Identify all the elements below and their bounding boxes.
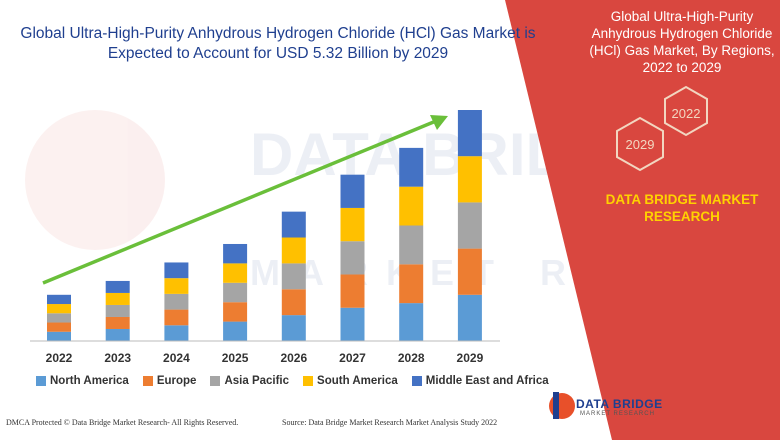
bar-segment-2025-middle-east-and-africa — [223, 243, 248, 264]
watermark-logo-circle — [25, 110, 165, 250]
legend-label: Middle East and Africa — [425, 375, 549, 387]
legend-swatch — [142, 376, 153, 386]
bar-segment-2022-middle-east-and-africa — [47, 294, 71, 305]
bar-segment-2026-north-america — [281, 315, 306, 341]
bar-segment-2028-europe — [399, 264, 424, 304]
bar-segment-2024-asia-pacific — [164, 293, 189, 310]
bar-segment-2029-asia-pacific — [457, 202, 482, 249]
bar-segment-2026-middle-east-and-africa — [281, 211, 306, 238]
trend-arrow-head — [430, 115, 448, 130]
chart-legend: North America Europe Asia Pacific South Ame… — [36, 375, 549, 387]
bar-segment-2027-middle-east-and-africa — [340, 174, 365, 208]
footer-copyright: DMCA Protected © Data Bridge Market Rese… — [6, 418, 239, 427]
bar-segment-2022-north-america — [47, 331, 71, 341]
hex-badge-2029 — [616, 116, 664, 172]
bar-segment-2025-asia-pacific — [223, 282, 248, 303]
bar-segment-2029-middle-east-and-africa — [457, 110, 482, 157]
bar-segment-2026-europe — [281, 289, 306, 316]
bar-segment-2025-north-america — [223, 321, 248, 341]
x-tick-label-2028: 2028 — [398, 351, 425, 365]
bar-segment-2029-south-america — [457, 156, 482, 203]
legend-swatch — [36, 376, 46, 386]
logo-circle — [549, 393, 575, 419]
bar-segment-2024-north-america — [164, 325, 189, 341]
x-tick-label-2026: 2026 — [280, 351, 307, 365]
bar-segment-2024-middle-east-and-africa — [164, 262, 189, 279]
bar-segment-2028-asia-pacific — [399, 225, 424, 265]
x-tick-label-2025: 2025 — [222, 351, 249, 365]
bar-segment-2027-north-america — [340, 307, 365, 341]
bar-segment-2027-asia-pacific — [340, 241, 365, 275]
logo-bar — [553, 392, 559, 419]
bar-segment-2027-south-america — [340, 207, 365, 242]
bar-segment-2022-south-america — [47, 304, 71, 314]
x-tick-label-2029: 2029 — [457, 351, 484, 365]
bar-segment-2024-europe — [164, 309, 189, 326]
legend-item-middle-east-and-africa: Middle East and Africa — [411, 375, 549, 387]
legend-swatch — [411, 376, 422, 386]
bar-segment-2023-middle-east-and-africa — [105, 280, 130, 293]
hex-badge-2022 — [664, 85, 708, 137]
hex-badge-2029-label: 2029 — [626, 137, 655, 152]
right-red-panel — [505, 0, 780, 440]
x-tick-label-2022: 2022 — [46, 351, 73, 365]
x-tick-label-2027: 2027 — [339, 351, 366, 365]
trend-arrow-line — [42, 119, 437, 285]
legend-label: Asia Pacific — [224, 375, 290, 387]
bar-segment-2024-south-america — [164, 278, 189, 294]
bar-segment-2026-south-america — [281, 237, 306, 264]
bar-segment-2029-north-america — [457, 294, 482, 341]
bar-segment-2025-europe — [223, 302, 248, 322]
bar-segment-2025-south-america — [223, 263, 248, 283]
bar-segment-2029-europe — [457, 248, 482, 295]
bar-segment-2028-middle-east-and-africa — [399, 147, 424, 187]
brand-text: DATA BRIDGE MARKET RESEARCH — [605, 192, 759, 224]
legend-item-north-america: North America — [36, 375, 129, 387]
x-tick-label-2023: 2023 — [104, 351, 131, 365]
bar-segment-2028-south-america — [399, 186, 424, 226]
bar-segment-2022-europe — [47, 322, 71, 332]
legend-swatch — [210, 376, 221, 386]
logo-name: DATA BRIDGE — [576, 397, 663, 411]
legend-label: Europe — [156, 375, 197, 387]
legend-label: North America — [50, 375, 129, 387]
logo-tagline: MARKET RESEARCH — [580, 411, 655, 417]
bar-segment-2028-north-america — [399, 303, 424, 341]
bar-segment-2023-south-america — [105, 292, 130, 305]
stacked-bar-chart: 2022 2023 2024 2025 2026 2027 2028 2029 — [30, 110, 500, 365]
legend-item-south-america: South America — [303, 375, 398, 387]
footer-source: Source: Data Bridge Market Research Mark… — [282, 418, 498, 427]
headline: Global Ultra-High-Purity Anhydrous Hydro… — [20, 25, 536, 62]
data-bridge-logo-mark — [549, 392, 575, 419]
right-panel-title: Global Ultra-High-Purity Anhydrous Hydro… — [589, 9, 775, 75]
legend-swatch — [303, 376, 314, 386]
bar-segment-2023-north-america — [105, 328, 130, 341]
legend-item-asia-pacific: Asia Pacific — [210, 375, 289, 387]
legend-label: South America — [317, 375, 398, 387]
x-tick-label-2024: 2024 — [163, 351, 190, 365]
bar-segment-2022-asia-pacific — [47, 313, 71, 323]
bar-segment-2027-europe — [340, 274, 365, 308]
legend-item-europe: Europe — [142, 375, 197, 387]
bar-segment-2026-asia-pacific — [281, 263, 306, 290]
bar-segment-2023-europe — [105, 316, 130, 329]
hex-badge-2022-label: 2022 — [672, 106, 701, 121]
bar-segment-2023-asia-pacific — [105, 304, 130, 317]
